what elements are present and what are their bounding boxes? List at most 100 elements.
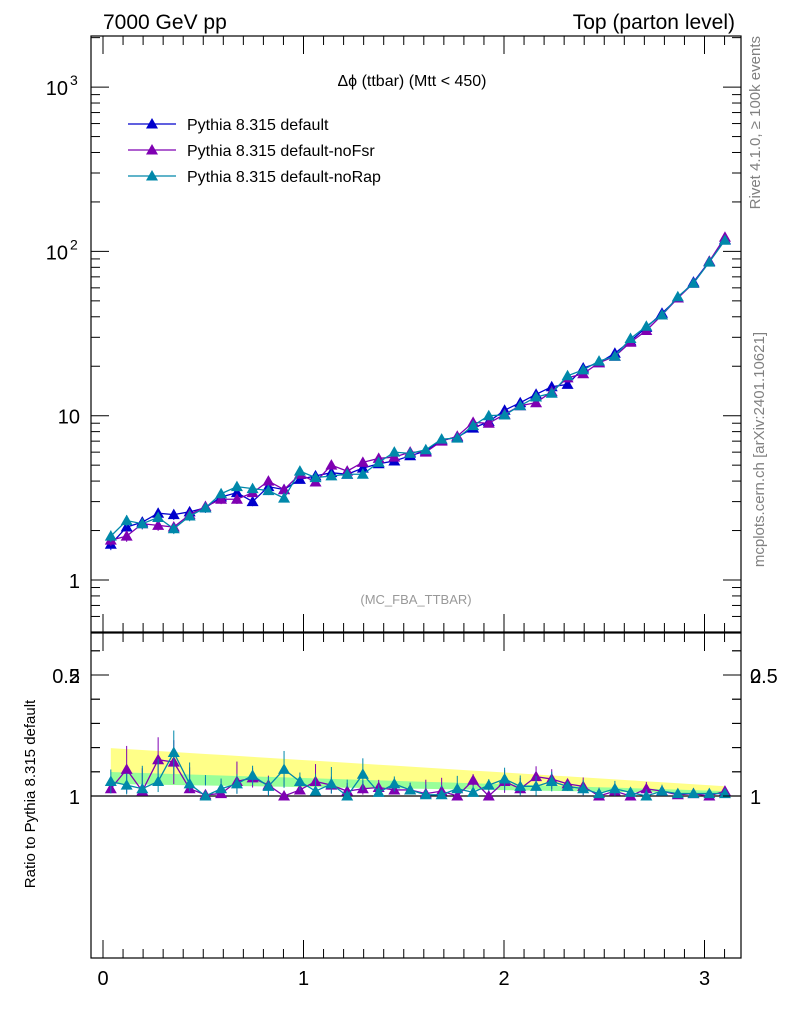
data-point bbox=[482, 409, 495, 421]
data-point bbox=[104, 530, 117, 541]
main-ytick-label-exponent: 2 bbox=[70, 236, 78, 252]
data-point bbox=[136, 517, 149, 529]
ratio-data-point bbox=[593, 787, 606, 799]
series-default bbox=[104, 233, 731, 551]
data-point bbox=[293, 465, 306, 476]
legend-label: Pythia 8.315 default-noFsr bbox=[187, 143, 375, 160]
series-line bbox=[110, 239, 726, 537]
ratio-data-point bbox=[608, 782, 621, 794]
ratio-ytick-label-right: 2 bbox=[750, 666, 761, 688]
data-point bbox=[120, 521, 133, 532]
ratio-data-point bbox=[341, 790, 354, 801]
ratio-data-point bbox=[419, 788, 432, 800]
data-point bbox=[655, 309, 668, 320]
ratio-data-point bbox=[530, 770, 543, 782]
series-line bbox=[110, 239, 726, 545]
series-noRap bbox=[104, 234, 731, 542]
ratio-data-point bbox=[561, 780, 574, 791]
ratio-data-point bbox=[577, 782, 590, 794]
ratio-data-point bbox=[293, 775, 306, 786]
mcplots-label: mcplots.cern.ch [arXiv:2401.10621] bbox=[751, 332, 768, 567]
header-left-title: 7000 GeV pp bbox=[103, 11, 227, 34]
data-point bbox=[561, 369, 574, 381]
ratio-data-point bbox=[703, 787, 716, 799]
data-point bbox=[152, 519, 165, 530]
legend-label: Pythia 8.315 default-noRap bbox=[187, 169, 381, 186]
ratio-data-point bbox=[624, 786, 637, 797]
main-ytick-label: 10 bbox=[46, 242, 68, 264]
data-point bbox=[498, 408, 511, 420]
ratio-data-point bbox=[530, 780, 543, 791]
data-point bbox=[230, 486, 243, 498]
ratio-data-point bbox=[167, 746, 180, 757]
ratio-data-point bbox=[152, 753, 165, 765]
ratio-axis-ticks: 0.5 0.5 1 1 2 2 0 1 2 3 bbox=[52, 633, 778, 990]
data-point bbox=[718, 234, 731, 245]
ratio-series-noRap bbox=[104, 730, 731, 801]
data-point bbox=[325, 459, 338, 470]
data-point bbox=[120, 514, 133, 526]
ratio-data-point bbox=[356, 768, 369, 779]
ratio-data-point bbox=[230, 777, 243, 789]
data-point bbox=[356, 468, 369, 479]
data-point bbox=[561, 378, 574, 389]
ratio-data-point bbox=[671, 787, 684, 799]
legend-label: Pythia 8.315 default bbox=[187, 117, 329, 134]
data-point bbox=[703, 256, 716, 267]
data-point bbox=[278, 483, 291, 495]
ratio-data-point bbox=[655, 785, 668, 796]
data-point bbox=[230, 493, 243, 504]
data-point bbox=[262, 475, 275, 486]
ratio-xtick-label: 2 bbox=[498, 968, 509, 990]
ratio-xtick-label: 1 bbox=[298, 968, 309, 990]
ratio-data-point bbox=[199, 790, 212, 801]
ratio-data-point bbox=[246, 769, 259, 780]
ratio-data-point bbox=[152, 775, 165, 786]
ratio-data-point bbox=[325, 777, 338, 789]
data-point bbox=[152, 511, 165, 523]
data-point bbox=[341, 468, 354, 479]
data-point bbox=[577, 363, 590, 375]
ratio-ytick-label-right: 0.5 bbox=[750, 666, 778, 688]
data-point bbox=[593, 355, 606, 366]
ratio-data-point bbox=[309, 785, 322, 796]
legend-marker bbox=[146, 144, 158, 155]
ratio-data-point bbox=[104, 775, 117, 786]
data-point bbox=[608, 350, 621, 361]
legend-marker bbox=[146, 170, 158, 181]
data-point bbox=[262, 484, 275, 496]
ratio-data-point bbox=[372, 786, 385, 797]
ratio-data-point bbox=[404, 783, 417, 795]
ratio-data-point bbox=[482, 779, 495, 790]
ratio-data-point bbox=[467, 786, 480, 797]
data-point bbox=[325, 469, 338, 481]
data-point bbox=[419, 443, 432, 455]
data-point bbox=[120, 530, 133, 541]
ratio-panel: 0.5 0.5 1 1 2 2 0 1 2 3 Ratio to Pythia 8.315 def… bbox=[22, 632, 778, 990]
ratio-ytick-label: 2 bbox=[69, 666, 80, 688]
data-point bbox=[640, 320, 653, 331]
ratio-ytick-label: 0.5 bbox=[52, 666, 80, 688]
ratio-ytick-label-right: 1 bbox=[750, 787, 761, 809]
data-point bbox=[687, 277, 700, 288]
main-ytick-label: 10 bbox=[46, 78, 68, 100]
data-point bbox=[671, 290, 684, 302]
data-point bbox=[404, 447, 417, 458]
legend: Pythia 8.315 default Pythia 8.315 default… bbox=[128, 117, 381, 186]
ratio-ytick-label: 1 bbox=[69, 787, 80, 809]
ratio-data-point bbox=[435, 788, 448, 800]
ratio-data-point bbox=[278, 790, 291, 801]
data-point bbox=[356, 462, 369, 473]
ratio-xtick-label: 3 bbox=[699, 968, 710, 990]
series-noFsr bbox=[104, 231, 731, 546]
ratio-data-point bbox=[215, 782, 228, 794]
ratio-data-point bbox=[687, 787, 700, 799]
data-point bbox=[388, 446, 401, 457]
data-point bbox=[246, 482, 259, 494]
ratio-xtick-label: 0 bbox=[97, 968, 108, 990]
ratio-data-point bbox=[498, 773, 511, 784]
rivet-label: Rivet 4.1.0, ≥ 100k events bbox=[747, 36, 764, 209]
